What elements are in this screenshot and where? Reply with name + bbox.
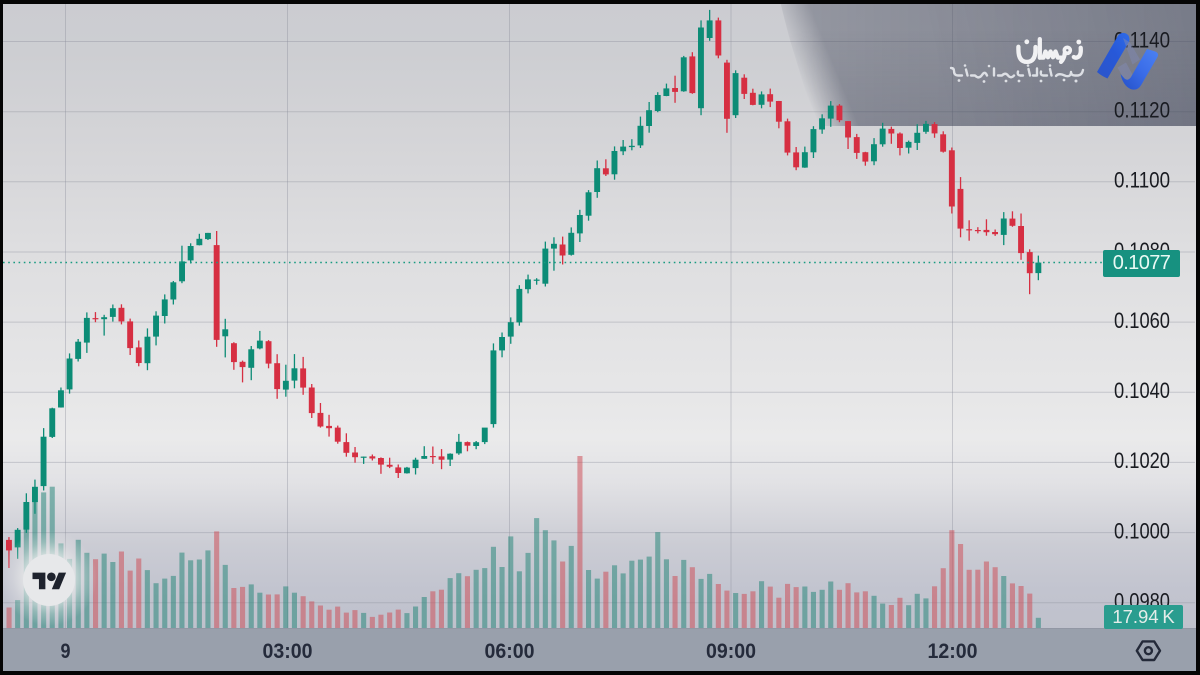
svg-text:06:00: 06:00 [485, 639, 535, 663]
svg-text:0.1020: 0.1020 [1114, 448, 1170, 473]
svg-text:0.1000: 0.1000 [1114, 518, 1170, 543]
svg-text:12:00: 12:00 [928, 639, 978, 663]
svg-text:03:00: 03:00 [263, 639, 313, 663]
svg-text:0.1120: 0.1120 [1114, 98, 1170, 123]
svg-text:0.1040: 0.1040 [1114, 378, 1170, 403]
svg-text:9: 9 [61, 639, 71, 663]
svg-text:09:00: 09:00 [706, 639, 756, 663]
svg-text:0.1100: 0.1100 [1114, 168, 1170, 193]
svg-text:0.1060: 0.1060 [1114, 308, 1170, 333]
